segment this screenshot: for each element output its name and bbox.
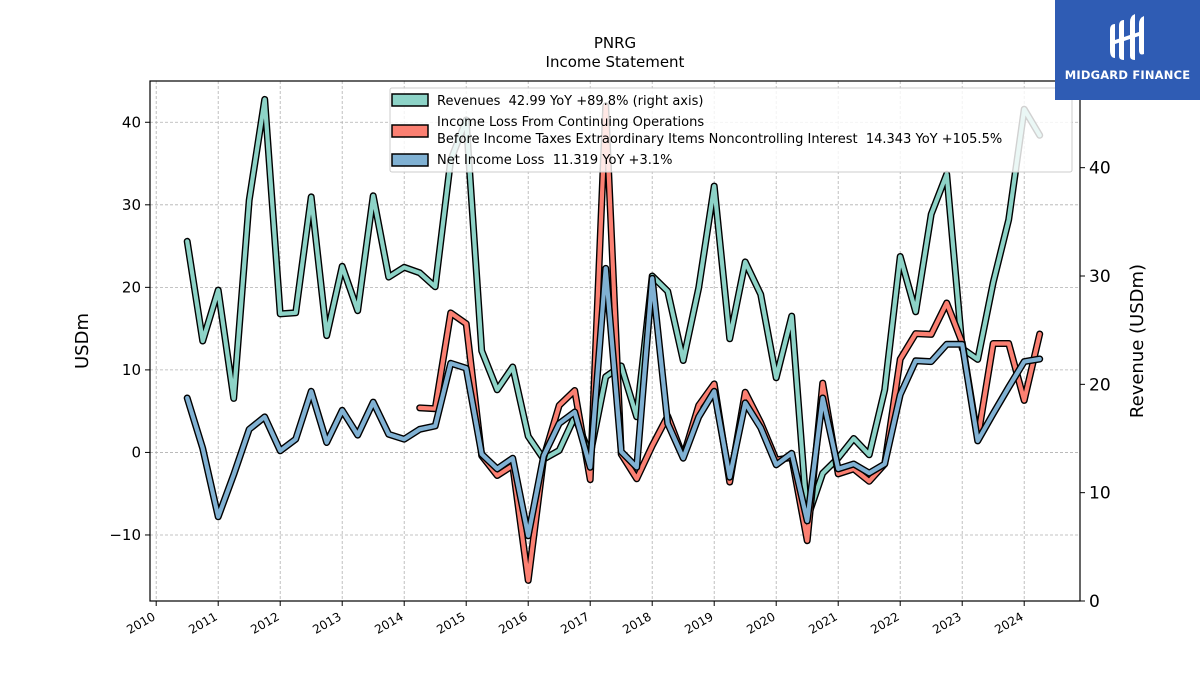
x-tick-label-2018: 2018 [620,609,653,636]
legend-swatch-net-income [391,153,429,167]
x-tick-label-2011: 2011 [186,609,219,636]
brand-name: MIDGARD FINANCE [1064,68,1191,82]
legend-label-pretax-income-line-1: Income Loss From Continuing Operations [437,115,704,130]
legend-swatch-revenues [391,93,429,107]
x-tick-label-2023: 2023 [930,609,963,636]
chart-title: PNRG [594,34,636,52]
y-tick-label-right-0: 0 [1089,592,1100,612]
x-tick-label-2019: 2019 [682,609,715,636]
x-tick-label-2020: 2020 [744,609,777,636]
legend-swatch-pretax-income [391,124,429,138]
y-tick-label-right-30: 30 [1089,267,1111,287]
midgard-logo-icon [1110,14,1144,60]
y-tick-label-left--10: −10 [109,526,141,544]
brand-logo: MIDGARD FINANCE [1055,0,1200,100]
x-tick-label-2015: 2015 [434,609,467,636]
chart-subtitle: Income Statement [546,53,685,71]
x-tick-label-2021: 2021 [806,609,839,636]
y-axis-label-right: Revenue (USDm) [1127,264,1148,418]
y-tick-label-left-40: 40 [122,113,141,131]
x-tick-label-2010: 2010 [124,609,157,636]
y-tick-label-right-40: 40 [1089,159,1111,179]
x-tick-label-2022: 2022 [868,609,901,636]
x-tick-label-2017: 2017 [558,609,591,636]
series-line-net-income [185,266,1042,538]
y-tick-label-right-10: 10 [1089,484,1111,504]
y-tick-label-right-20: 20 [1089,375,1111,395]
legend-box [389,87,1073,173]
legend-label-pretax-income: Income Loss From Continuing Operations B… [437,115,1023,147]
x-tick-label-2014: 2014 [372,609,405,636]
legend: Revenues 42.99 YoY +89.8% (right axis) I… [389,87,1073,173]
y-tick-label-left-30: 30 [122,196,141,214]
x-tick-label-2016: 2016 [496,609,529,636]
y-tick-label-left-10: 10 [122,361,141,379]
legend-label-revenues: Revenues 42.99 YoY +89.8% (right axis) [437,94,703,109]
series-lines [183,95,1044,584]
legend-label-pretax-income-line-2: Before Income Taxes Extraordinary Items … [437,132,1002,147]
x-tick-label-2024: 2024 [992,609,1025,636]
y-axis-label-left: USDm [72,313,93,369]
x-tick-label-2012: 2012 [248,609,281,636]
y-tick-label-left-20: 20 [122,278,141,296]
x-tick-label-2013: 2013 [310,609,343,636]
y-tick-label-left-0: 0 [131,443,141,461]
series-line-pretax-income [417,103,1042,583]
plot-frame [149,80,1081,602]
legend-label-net-income: Net Income Loss 11.319 YoY +3.1% [437,153,672,168]
